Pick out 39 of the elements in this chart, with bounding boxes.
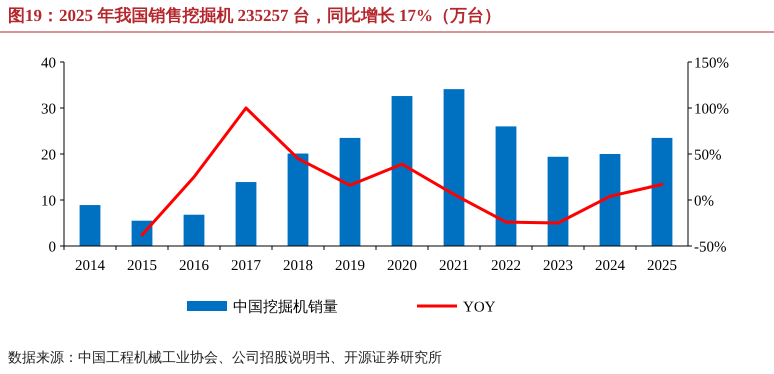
y2-tick-label: 150% [694, 55, 729, 72]
bar [444, 89, 464, 246]
bar [236, 182, 256, 246]
x-tick-label: 2014 [75, 258, 106, 274]
y-tick-label: 30 [41, 101, 56, 118]
y2-tick-label: 0% [694, 193, 714, 210]
bar [496, 126, 516, 246]
y2-tick-label: 100% [694, 101, 729, 118]
x-tick-label: 2025 [647, 258, 677, 274]
x-tick-label: 2015 [127, 258, 157, 274]
y2-tick-label: -50% [694, 239, 726, 256]
source-note: 数据来源：中国工程机械工业协会、公司招股说明书、开源证券研究所 [8, 350, 442, 366]
x-tick-label: 2022 [491, 258, 521, 274]
x-tick-label: 2023 [543, 258, 573, 274]
legend-label: 中国挖掘机销量 [233, 298, 338, 316]
x-tick-label: 2024 [595, 258, 626, 274]
chart-title: 图19：2025 年我国销售挖掘机 235257 台，同比增长 17%（万台） [8, 6, 501, 25]
y-tick-label: 0 [48, 239, 56, 256]
bar [288, 154, 308, 246]
line-series [140, 106, 664, 236]
y-tick-label: 10 [41, 193, 56, 210]
bar [600, 154, 620, 246]
x-tick-label: 2018 [283, 258, 313, 274]
x-tick-label: 2020 [387, 258, 417, 274]
x-tick-label: 2017 [231, 258, 262, 274]
bar [392, 96, 412, 246]
legend-label: YOY [463, 299, 496, 316]
x-tick-label: 2016 [179, 258, 210, 274]
bar [652, 138, 672, 246]
y2-tick-label: 50% [694, 147, 722, 164]
bar [184, 214, 204, 246]
x-tick-label: 2019 [335, 258, 365, 274]
bar [132, 220, 152, 246]
y-tick-label: 40 [41, 55, 56, 72]
bar [340, 138, 360, 246]
bar [548, 156, 568, 246]
x-tick-label: 2021 [439, 258, 469, 274]
y-tick-label: 20 [41, 147, 56, 164]
bar [80, 205, 100, 246]
